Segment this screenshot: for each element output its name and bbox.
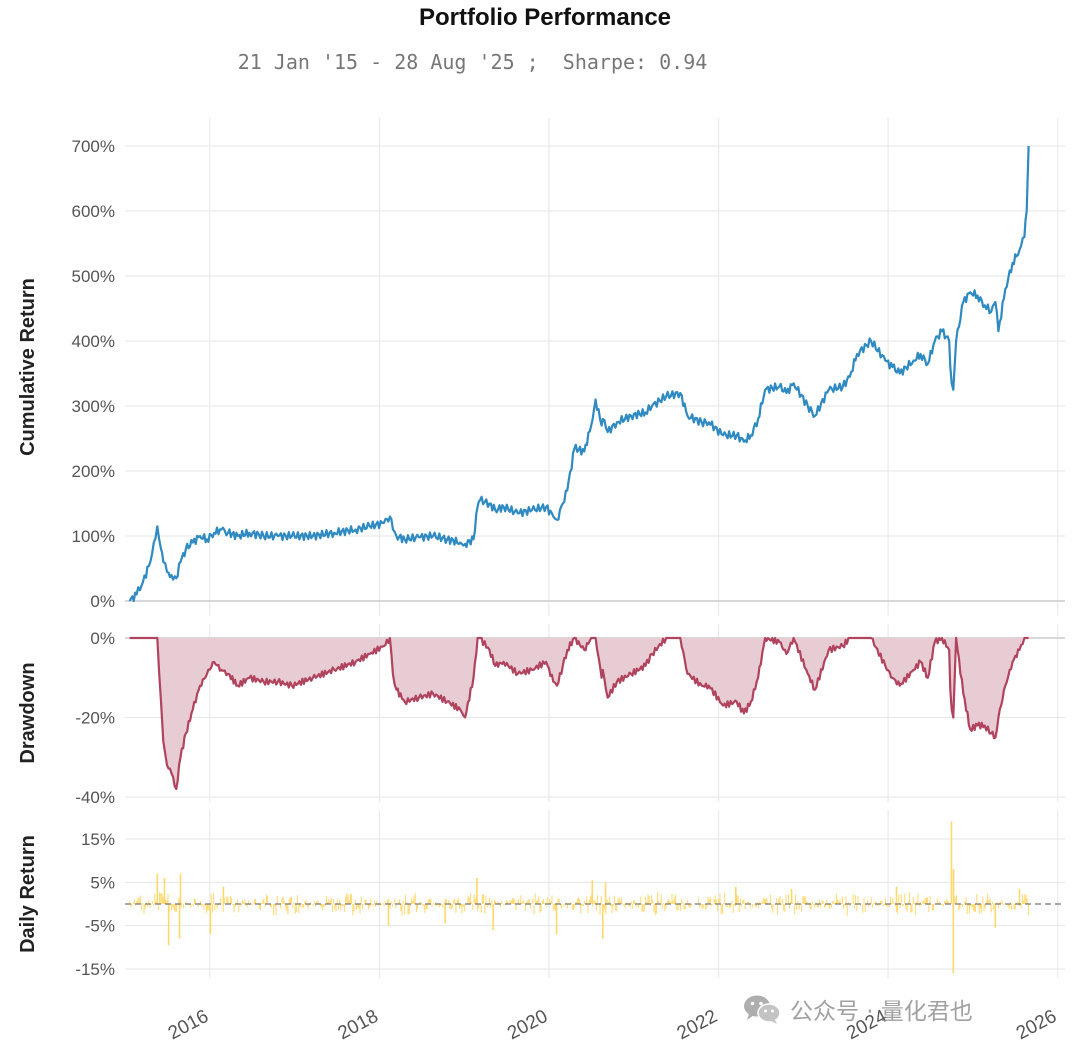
y-tick-label: 0% xyxy=(90,592,115,611)
y-tick-label: 100% xyxy=(72,527,115,546)
drawdown-area xyxy=(129,638,1029,789)
y-tick-label: 5% xyxy=(90,873,115,892)
y-tick-label: -15% xyxy=(75,960,115,979)
y-tick-label: 700% xyxy=(72,137,115,156)
y-tick-label: 15% xyxy=(81,830,115,849)
cumulative-return-line xyxy=(128,145,1030,603)
y-tick-label: 600% xyxy=(72,202,115,221)
wechat-icon xyxy=(744,995,781,1024)
x-tick-label: 2020 xyxy=(504,1006,551,1044)
y-tick-label: 0% xyxy=(90,629,115,648)
x-tick-label: 2026 xyxy=(1013,1006,1060,1044)
y-tick-label: -5% xyxy=(85,917,115,936)
y-tick-label: 200% xyxy=(72,462,115,481)
y-axis-label: Daily Return xyxy=(17,835,39,953)
x-tick-label: 2016 xyxy=(165,1006,212,1044)
watermark-text: 公众号 · 量化君也 xyxy=(790,999,973,1025)
x-tick-label: 2022 xyxy=(674,1006,721,1044)
chart-subtitle: 21 Jan '15 - 28 Aug '25 ; Sharpe: 0.94 xyxy=(237,50,708,74)
x-tick-label: 2018 xyxy=(335,1006,382,1044)
y-tick-label: -40% xyxy=(75,788,115,807)
daily-return-bars xyxy=(129,821,1029,974)
y-axis-label: Drawdown xyxy=(17,662,39,763)
y-tick-label: -20% xyxy=(75,709,115,728)
drawdown-line xyxy=(129,636,1029,791)
y-tick-label: 500% xyxy=(72,267,115,286)
y-tick-label: 400% xyxy=(72,332,115,351)
y-axis-label: Cumulative Return xyxy=(17,278,39,456)
y-tick-label: 300% xyxy=(72,397,115,416)
chart-title: Portfolio Performance xyxy=(418,4,672,31)
watermark: 公众号 · 量化君也 xyxy=(742,992,973,1026)
